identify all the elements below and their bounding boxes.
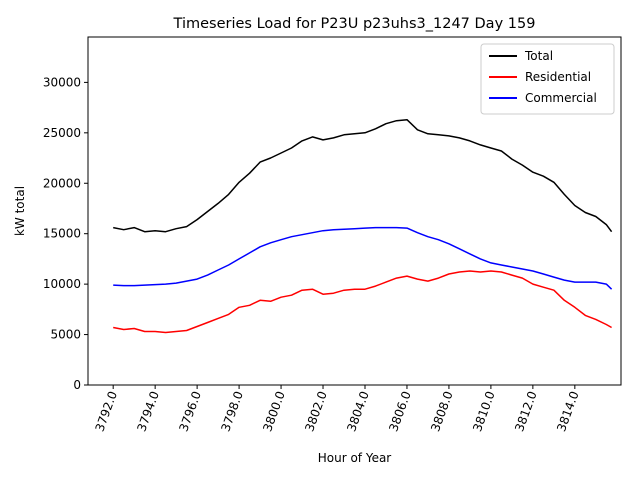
series-line-residential bbox=[113, 270, 612, 334]
series-line-total bbox=[113, 118, 613, 233]
y-axis-label: kW total bbox=[13, 186, 27, 236]
y-tick-label: 20000 bbox=[43, 176, 81, 190]
y-tick-label: 5000 bbox=[50, 328, 81, 342]
legend: Total Residential Commercial bbox=[480, 43, 615, 115]
y-tick-label: 30000 bbox=[43, 75, 81, 89]
legend-label-commercial: Commercial bbox=[525, 91, 597, 105]
y-tick-label: 0 bbox=[73, 378, 81, 392]
chart-title: Timeseries Load for P23U p23uhs3_1247 Da… bbox=[173, 16, 536, 32]
legend-label-total: Total bbox=[524, 49, 553, 63]
y-tick-label: 15000 bbox=[43, 227, 81, 241]
series-layer bbox=[113, 118, 613, 334]
plot-frame bbox=[87, 36, 622, 386]
y-tick-label: 25000 bbox=[43, 126, 81, 140]
series-line-commercial bbox=[113, 226, 613, 290]
x-axis-label: Hour of Year bbox=[318, 451, 392, 465]
legend-label-residential: Residential bbox=[525, 70, 591, 84]
y-tick-label: 10000 bbox=[43, 277, 81, 291]
legend-box bbox=[480, 43, 615, 115]
